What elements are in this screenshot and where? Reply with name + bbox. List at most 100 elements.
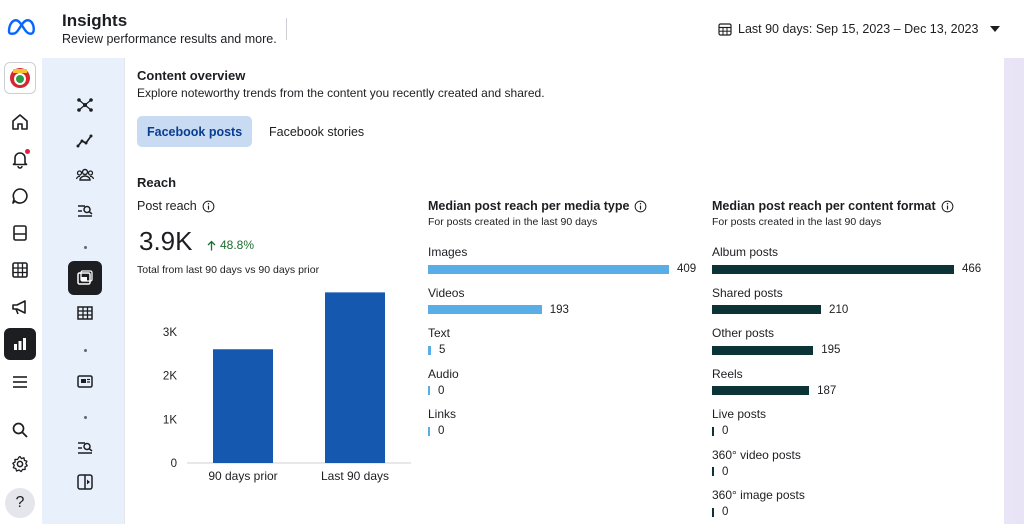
x-tick-label: 90 days prior: [208, 469, 277, 483]
bar[interactable]: [712, 507, 714, 517]
content-format-row: 360° video posts 0: [712, 448, 801, 480]
content-format-label: Album posts: [712, 245, 779, 259]
compare-icon[interactable]: [68, 465, 102, 499]
nav-separator: [84, 416, 87, 419]
content-icon[interactable]: [68, 261, 102, 295]
bar-value: 193: [549, 303, 569, 316]
content-format-row: Live posts 0: [712, 407, 766, 439]
content-format-row: 360° image posts 0: [712, 488, 805, 520]
bar[interactable]: [428, 264, 669, 274]
info-icon[interactable]: [941, 200, 954, 213]
reach-heading: Reach: [137, 175, 177, 190]
bar-value: 210: [829, 303, 849, 316]
media-type-row: Links 0: [428, 407, 456, 439]
left-rail: ?: [0, 58, 40, 524]
media-type-note: For posts created in the last 90 days: [428, 216, 598, 228]
bar-value: 0: [722, 425, 729, 437]
bar[interactable]: [712, 305, 822, 314]
bar[interactable]: [712, 345, 814, 355]
x-tick-label: Last 90 days: [321, 469, 389, 483]
notification-dot: [25, 149, 30, 154]
info-icon[interactable]: [202, 200, 215, 213]
search-icon[interactable]: [4, 414, 36, 446]
bar[interactable]: [428, 426, 430, 436]
insights-icon[interactable]: [4, 328, 36, 360]
content-overview-card: Content overview Explore noteworthy tren…: [124, 58, 1004, 524]
y-tick-label: 2K: [163, 371, 177, 383]
content-format-row: Reels 187: [712, 367, 836, 399]
media-type-panel: Median post reach per media type For pos…: [428, 199, 698, 437]
table-icon[interactable]: [68, 296, 102, 330]
bar-value: 0: [438, 425, 445, 437]
bar[interactable]: [428, 305, 542, 314]
info-icon[interactable]: [634, 200, 647, 213]
content-format-panel: Median post reach per content format For…: [712, 199, 992, 518]
bar-value: 0: [722, 465, 729, 478]
post-reach-delta-value: 48.8%: [220, 238, 255, 252]
trend-icon[interactable]: [68, 124, 102, 158]
bar[interactable]: [712, 426, 714, 436]
media-type-label: Links: [428, 407, 457, 421]
media-icon[interactable]: [68, 364, 102, 398]
media-type-title-label: Median post reach per media type: [428, 199, 630, 213]
post-reach-delta: 48.8%: [207, 238, 254, 252]
post-reach-label: Post reach: [137, 199, 197, 213]
bar[interactable]: [712, 386, 810, 395]
media-type-title: Median post reach per media type: [428, 199, 698, 213]
chat-icon[interactable]: [4, 180, 36, 212]
chevron-down-icon: [990, 26, 1001, 32]
post-reach-chart: 0 1K 2K 3K 90 days prior Last 90 days: [163, 292, 411, 483]
section-title: Content overview: [137, 68, 246, 83]
bar[interactable]: [428, 386, 430, 395]
content-format-row: Album posts 466: [712, 245, 981, 277]
pages-icon[interactable]: [4, 217, 36, 249]
overview-icon[interactable]: [68, 88, 102, 122]
content-format-label: Shared posts: [712, 285, 783, 300]
media-type-row: Images 409: [428, 245, 696, 277]
bar[interactable]: [213, 349, 273, 463]
insights-subnav: [42, 58, 124, 524]
help-icon[interactable]: ?: [5, 488, 35, 518]
megaphone-icon[interactable]: [4, 291, 36, 323]
media-type-row: Audio 0: [428, 367, 459, 399]
bar[interactable]: [325, 292, 385, 463]
bar[interactable]: [712, 467, 714, 476]
header-divider: [286, 18, 287, 40]
audience-icon[interactable]: [68, 158, 102, 192]
bar-value: 466: [962, 263, 982, 275]
media-type-row: Text 5: [428, 326, 450, 358]
bar[interactable]: [712, 264, 954, 274]
calendar-icon: [718, 23, 732, 36]
tab-facebook-posts[interactable]: Facebook posts: [137, 116, 253, 147]
page-avatar[interactable]: [4, 62, 36, 94]
home-icon[interactable]: [4, 106, 36, 138]
post-reach-value: 3.9K: [139, 226, 193, 256]
content-format-label: Other posts: [712, 326, 775, 340]
menu-icon[interactable]: [4, 366, 36, 398]
content-format-label: 360° image posts: [712, 488, 805, 502]
y-tick-label: 0: [171, 458, 177, 470]
content-format-row: Shared posts 210: [712, 286, 848, 318]
media-type-label: Videos: [428, 285, 465, 300]
gear-icon[interactable]: [4, 448, 36, 480]
date-range-selector[interactable]: Last 90 days: Sep 15, 2023 – Dec 13, 202…: [718, 18, 1001, 40]
bar-value: 5: [438, 344, 446, 356]
post-reach-title: Post reach: [137, 199, 215, 213]
arrow-up-icon: [207, 240, 216, 250]
meta-logo-icon[interactable]: [6, 16, 36, 38]
bar-value: 187: [817, 384, 837, 397]
media-type-label: Audio: [428, 366, 459, 381]
bar[interactable]: [428, 345, 431, 355]
bar-value: 409: [677, 263, 697, 275]
page-logo-icon: [10, 68, 30, 88]
bell-icon[interactable]: [4, 143, 36, 175]
search-list-icon[interactable]: [68, 194, 102, 228]
tab-facebook-stories[interactable]: Facebook stories: [269, 124, 365, 139]
table-icon[interactable]: [4, 254, 36, 286]
page-subtitle: Review performance results and more.: [62, 32, 277, 46]
bar-value: 0: [722, 506, 729, 518]
search-list-icon[interactable]: [68, 431, 102, 465]
bar-value: 0: [438, 384, 445, 397]
media-type-label: Text: [428, 326, 451, 340]
content-format-label: Reels: [712, 366, 743, 381]
